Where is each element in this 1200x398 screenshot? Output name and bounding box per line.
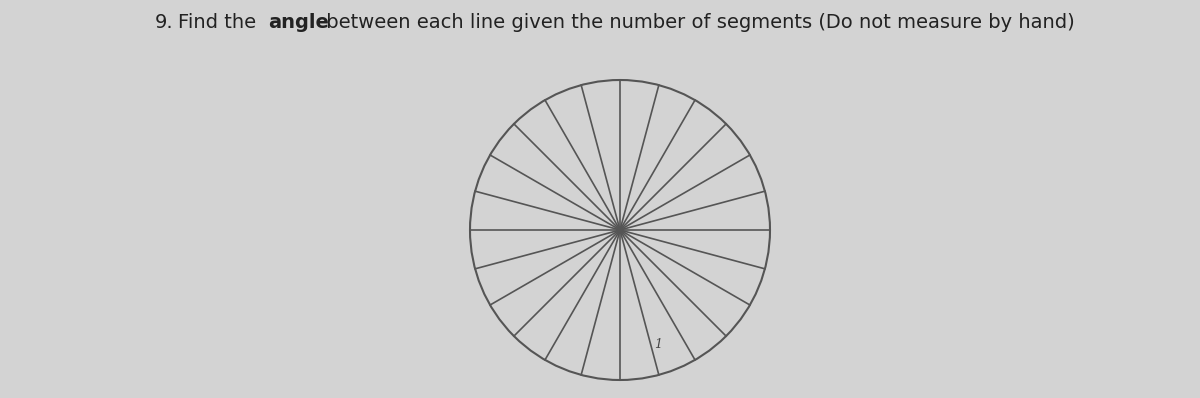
Text: angle: angle (268, 12, 329, 31)
Text: 9.: 9. (155, 12, 174, 31)
Text: 1: 1 (654, 339, 662, 351)
Text: between each line given the number of segments (Do not measure by hand): between each line given the number of se… (320, 12, 1075, 31)
Text: Find the: Find the (178, 12, 263, 31)
